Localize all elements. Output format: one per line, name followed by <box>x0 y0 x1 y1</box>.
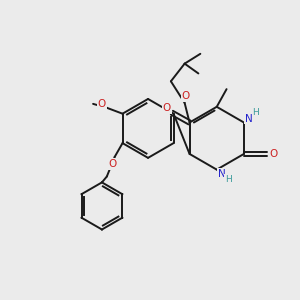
Text: O: O <box>109 159 117 169</box>
Text: O: O <box>163 103 171 113</box>
Text: N: N <box>218 169 226 178</box>
Text: O: O <box>269 149 278 159</box>
Text: O: O <box>98 99 106 109</box>
Text: N: N <box>245 114 253 124</box>
Text: O: O <box>182 91 190 101</box>
Text: H: H <box>225 175 232 184</box>
Text: H: H <box>252 108 259 117</box>
